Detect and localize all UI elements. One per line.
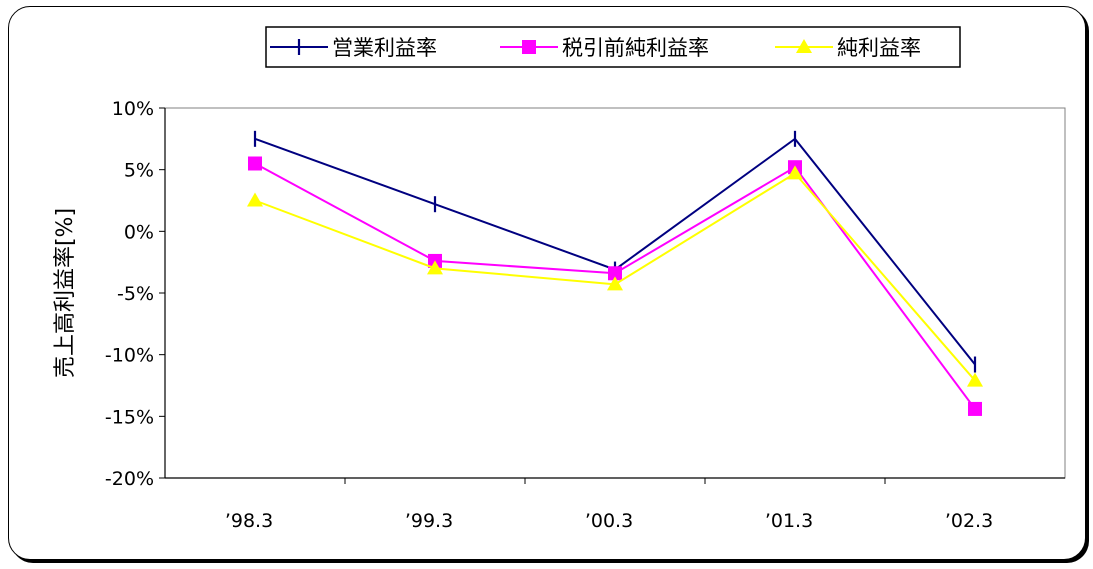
- y-tick-label: 10%: [112, 98, 154, 120]
- legend-label-2: 純利益率: [837, 36, 921, 60]
- legend-box: [265, 26, 961, 68]
- legend-label-0: 営業利益率: [332, 36, 437, 60]
- legend-marker-2: [796, 39, 812, 53]
- x-tick-label: ’01.3: [765, 510, 813, 532]
- x-tick-label: ’98.3: [225, 510, 273, 532]
- y-tick-label: -5%: [117, 283, 154, 305]
- y-axis-title: 売上高利益率[%]: [53, 208, 78, 378]
- data-point-s2-0: [247, 192, 263, 207]
- x-tick-label: ’00.3: [585, 510, 633, 532]
- data-point-s1-4: [968, 401, 982, 416]
- data-point-s1-0: [248, 156, 262, 171]
- data-point-s2-4: [967, 372, 983, 387]
- data-point-s1-2: [608, 266, 622, 281]
- y-tick-label: -15%: [105, 406, 154, 428]
- x-tick-label: ’02.3: [945, 510, 993, 532]
- data-point-s2-2: [607, 276, 623, 291]
- x-tick-label: ’99.3: [405, 510, 453, 532]
- y-tick-label: -20%: [105, 468, 154, 490]
- data-point-s2-3: [787, 165, 803, 180]
- legend-marker-1: [522, 40, 536, 54]
- data-point-s2-1: [427, 260, 443, 275]
- plot-area: [164, 107, 1066, 479]
- y-tick-label: -10%: [105, 345, 154, 367]
- legend-label-1: 税引前純利益率: [562, 36, 709, 60]
- y-tick-label: 0%: [124, 221, 154, 243]
- y-tick-label: 5%: [124, 160, 154, 182]
